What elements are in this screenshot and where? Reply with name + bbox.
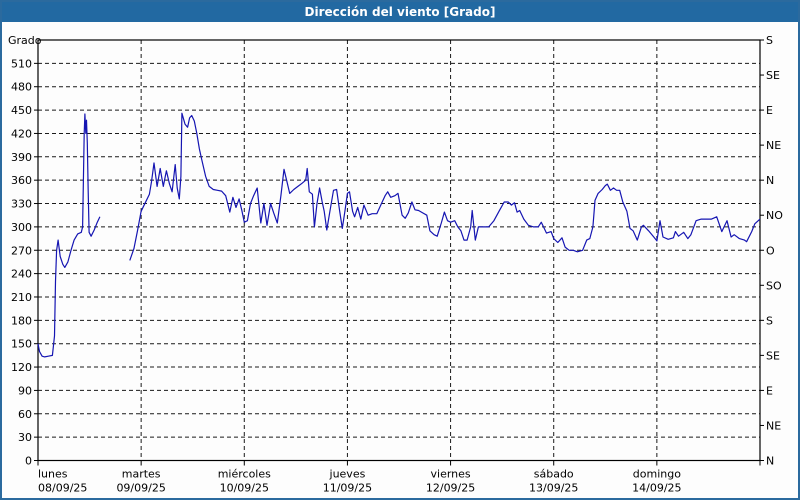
y-axis-tick-label: 480 bbox=[11, 81, 32, 94]
y-axis-tick-label: 360 bbox=[11, 174, 32, 187]
day-date-label: 14/09/25 bbox=[632, 482, 681, 495]
y-axis-tick-label: 510 bbox=[11, 57, 32, 70]
compass-tick-label: SE bbox=[766, 69, 780, 82]
day-name-label: sábado bbox=[534, 468, 574, 481]
day-date-label: 09/09/25 bbox=[116, 482, 165, 495]
y-axis-tick-label: 210 bbox=[11, 291, 32, 304]
y-axis-tick-label: 90 bbox=[18, 384, 32, 397]
y-axis-tick-label: 450 bbox=[11, 104, 32, 117]
y-axis-tick-label: 330 bbox=[11, 198, 32, 211]
compass-tick-label: NE bbox=[766, 419, 781, 432]
compass-tick-label: S bbox=[766, 314, 773, 327]
compass-tick-label: SE bbox=[766, 349, 780, 362]
compass-tick-label: N bbox=[766, 455, 774, 468]
y-axis-tick-label: 0 bbox=[25, 455, 32, 468]
compass-tick-label: O bbox=[766, 244, 775, 257]
day-date-label: 11/09/25 bbox=[323, 482, 372, 495]
compass-tick-label: E bbox=[766, 104, 773, 117]
wind-direction-line bbox=[37, 112, 761, 358]
compass-tick-label: NE bbox=[766, 139, 781, 152]
day-name-label: viernes bbox=[431, 468, 471, 481]
compass-tick-label: E bbox=[766, 384, 773, 397]
day-date-label: 10/09/25 bbox=[220, 482, 269, 495]
y-axis-tick-label: 420 bbox=[11, 127, 32, 140]
day-date-label: 13/09/25 bbox=[529, 482, 578, 495]
y-axis-tick-label: 180 bbox=[11, 314, 32, 327]
day-name-label: domingo bbox=[633, 468, 681, 481]
compass-tick-label: NO bbox=[766, 209, 783, 222]
y-axis-tick-label: 60 bbox=[18, 408, 32, 421]
day-name-label: jueves bbox=[329, 468, 366, 481]
day-date-label: 12/09/25 bbox=[426, 482, 475, 495]
title-bar: Dirección del viento [Grado] bbox=[2, 2, 798, 22]
day-name-label: martes bbox=[122, 468, 161, 481]
y-axis-tick-label: 120 bbox=[11, 361, 32, 374]
y-axis-tick-label: 150 bbox=[11, 338, 32, 351]
compass-tick-label: SO bbox=[766, 279, 782, 292]
day-name-label: lunes bbox=[38, 468, 68, 481]
compass-tick-label: N bbox=[766, 174, 774, 187]
y-axis-tick-label: 270 bbox=[11, 244, 32, 257]
y-axis-title: Grado bbox=[8, 34, 42, 47]
y-axis-tick-label: 240 bbox=[11, 268, 32, 281]
day-date-label: 08/09/25 bbox=[38, 482, 87, 495]
y-axis-tick-label: 390 bbox=[11, 151, 32, 164]
y-axis-tick-label: 300 bbox=[11, 221, 32, 234]
y-axis-tick-label: 30 bbox=[18, 431, 32, 444]
chart-title: Dirección del viento [Grado] bbox=[304, 5, 496, 19]
compass-tick-label: S bbox=[766, 34, 773, 47]
day-name-label: miércoles bbox=[218, 468, 271, 481]
